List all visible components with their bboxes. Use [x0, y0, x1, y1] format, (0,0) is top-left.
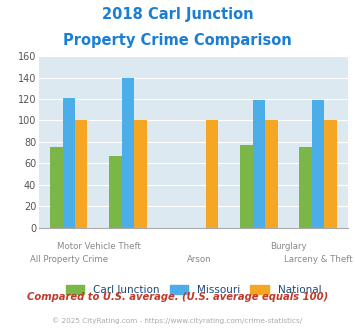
Bar	[300, 147, 312, 228]
Bar	[240, 145, 252, 228]
Text: Arson: Arson	[187, 255, 212, 264]
Bar	[75, 120, 87, 228]
Bar	[265, 120, 278, 228]
Bar	[312, 100, 324, 228]
Text: Property Crime Comparison: Property Crime Comparison	[63, 33, 292, 48]
Text: 2018 Carl Junction: 2018 Carl Junction	[102, 7, 253, 21]
Bar	[109, 156, 122, 228]
Bar	[122, 78, 135, 228]
Bar	[135, 120, 147, 228]
Text: All Property Crime: All Property Crime	[30, 255, 108, 264]
Text: Burglary: Burglary	[270, 242, 307, 250]
Text: Motor Vehicle Theft: Motor Vehicle Theft	[56, 242, 140, 250]
Bar	[62, 98, 75, 228]
Bar	[206, 120, 218, 228]
Bar	[324, 120, 337, 228]
Bar	[252, 100, 265, 228]
Bar	[50, 147, 62, 228]
Text: Larceny & Theft: Larceny & Theft	[284, 255, 353, 264]
Text: © 2025 CityRating.com - https://www.cityrating.com/crime-statistics/: © 2025 CityRating.com - https://www.city…	[53, 317, 302, 324]
Legend: Carl Junction, Missouri, National: Carl Junction, Missouri, National	[61, 281, 326, 300]
Text: Compared to U.S. average. (U.S. average equals 100): Compared to U.S. average. (U.S. average …	[27, 292, 328, 302]
